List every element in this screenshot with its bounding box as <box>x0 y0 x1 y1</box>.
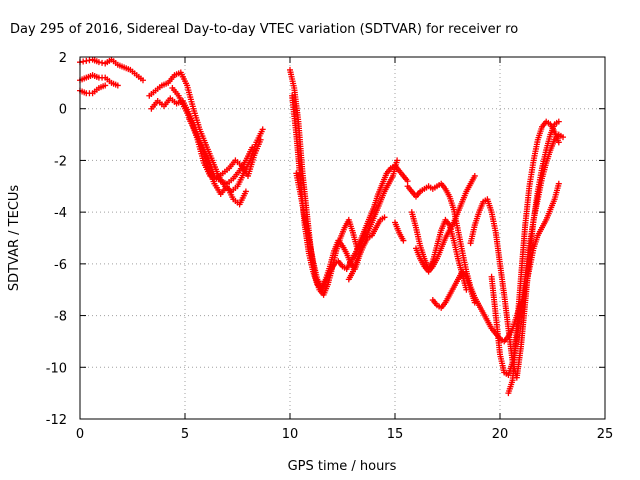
data-point <box>257 136 264 143</box>
y-tick-label: -6 <box>54 258 67 273</box>
data-point <box>140 77 146 84</box>
x-tick-label: 20 <box>492 427 509 442</box>
y-tick-label: 0 <box>59 103 67 118</box>
y-axis-label: SDTVAR / TECUs <box>7 185 22 292</box>
y-tick-label: 2 <box>59 51 67 66</box>
data-point <box>362 229 369 236</box>
data-point <box>404 178 411 185</box>
data-points <box>77 56 566 397</box>
data-point <box>102 82 109 89</box>
x-axis-label: GPS time / hours <box>288 459 397 474</box>
data-point <box>381 214 388 221</box>
data-point <box>560 134 566 141</box>
data-point <box>555 118 562 125</box>
data-point <box>471 172 478 179</box>
x-tick-label: 25 <box>597 427 614 442</box>
data-point <box>249 144 256 151</box>
grid-lines <box>80 57 605 419</box>
y-tick-label: -4 <box>54 206 67 221</box>
x-tick-label: 0 <box>76 427 84 442</box>
data-point <box>242 188 249 195</box>
x-tick-label: 10 <box>282 427 299 442</box>
data-point <box>259 126 266 133</box>
y-tick-label: -8 <box>54 310 67 325</box>
data-point <box>400 237 407 244</box>
y-tick-label: -2 <box>54 154 67 169</box>
chart-title: Day 295 of 2016, Sidereal Day-to-day VTE… <box>10 22 518 37</box>
data-point <box>394 157 401 164</box>
data-point <box>555 180 562 187</box>
data-point <box>114 82 121 89</box>
y-tick-label: -12 <box>46 413 67 428</box>
data-point <box>555 139 562 146</box>
x-tick-label: 15 <box>387 427 404 442</box>
plot-frame <box>79 56 606 420</box>
y-tick-label: -10 <box>46 361 67 376</box>
data-point <box>471 299 478 306</box>
x-tick-label: 5 <box>181 427 189 442</box>
